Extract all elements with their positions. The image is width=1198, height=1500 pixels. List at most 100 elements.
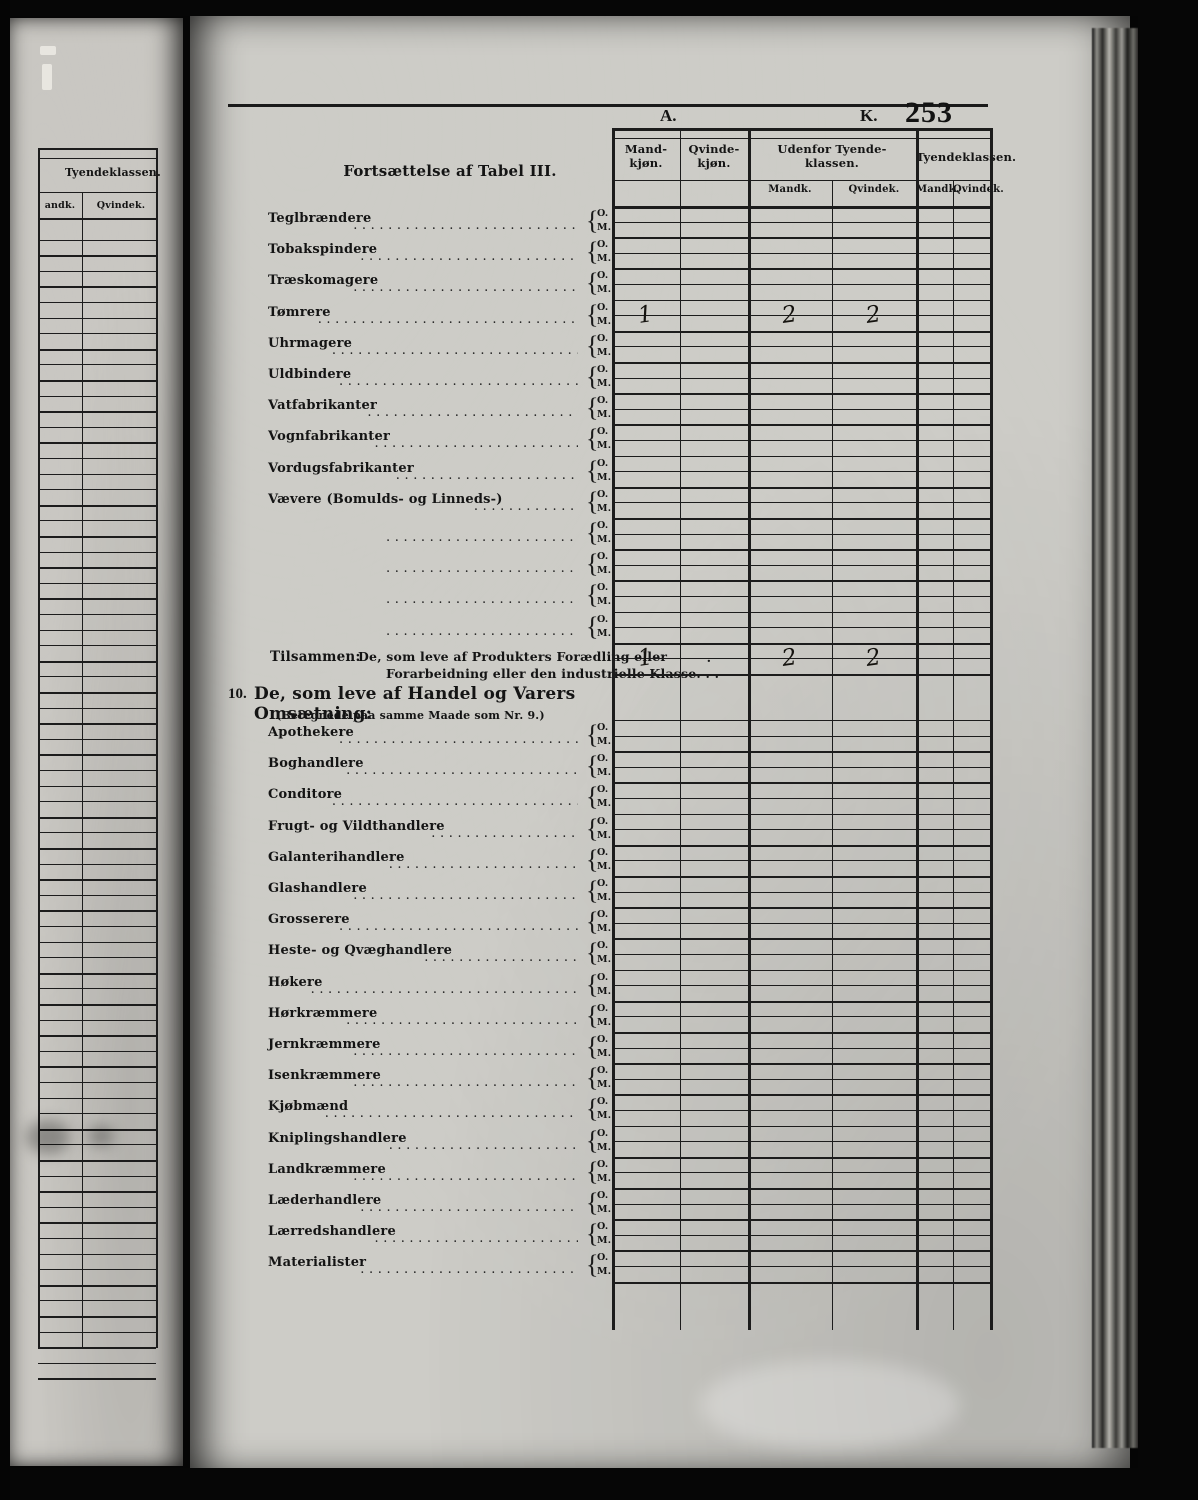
- left-fragment-horizontal-rule: [38, 692, 156, 694]
- table-subrow-rule: [612, 1078, 990, 1080]
- row-mark-upper: O.: [597, 722, 609, 733]
- left-fragment-horizontal-rule: [38, 239, 156, 241]
- table-row-rule: [612, 1250, 990, 1253]
- table-row-rule: [612, 1000, 990, 1003]
- table-row-rule: [612, 330, 990, 333]
- table-row-rule: [612, 486, 990, 489]
- left-fragment-vertical-rule: [156, 148, 159, 1348]
- table-row: Tømrere.................................…: [236, 300, 616, 331]
- table-row: Hørkræmmere.............................…: [236, 1001, 616, 1032]
- left-fragment-horizontal-rule: [38, 957, 156, 959]
- table-subrow-rule: [612, 346, 990, 348]
- table-row: Heste- og Qvæghandlere..................…: [236, 938, 616, 969]
- table-row-rule: [612, 1063, 990, 1066]
- table-row: Vognfabrikanter.........................…: [236, 424, 616, 455]
- table-row: ........................................…: [236, 612, 616, 643]
- row-mark-lower: M.: [597, 471, 612, 483]
- row-mark-upper: O.: [597, 488, 609, 500]
- occupation-label: Tømrere: [268, 304, 331, 320]
- table-row: Høkere..................................…: [236, 970, 616, 1001]
- row-mark-upper: O.: [597, 301, 609, 313]
- table-row: Lærredshandlere.........................…: [236, 1219, 616, 1250]
- occupation-label: Teglbrændere: [268, 211, 372, 226]
- table-subrow-rule: [612, 766, 990, 768]
- table-subrow-rule: [612, 440, 990, 441]
- header-group-udenfor-tyendeklassen: Udenfor Tyende-klassen.: [777, 142, 887, 171]
- brace-glyph: {: [586, 1250, 599, 1280]
- row-mark-upper: O.: [597, 753, 609, 765]
- brace-glyph: {: [586, 1032, 599, 1061]
- brace-glyph: {: [586, 813, 599, 843]
- left-fragment-horizontal-rule: [38, 1378, 156, 1381]
- left-fragment-sub-mandk: andk.: [44, 200, 76, 211]
- brace-glyph: {: [586, 969, 599, 999]
- table-subrow-rule: [612, 284, 990, 285]
- table-row: Jernkræmmere............................…: [236, 1032, 616, 1063]
- left-fragment-horizontal-rule: [38, 158, 156, 160]
- row-mark-lower: M.: [597, 829, 612, 841]
- brace-glyph: {: [586, 206, 599, 235]
- table-row-rule: [612, 642, 990, 645]
- brace-glyph: {: [586, 720, 599, 749]
- scan-artifact: [42, 64, 52, 90]
- row-mark-lower: M.: [597, 409, 612, 421]
- left-fragment-horizontal-rule: [38, 645, 156, 647]
- handwritten-entry: 2: [780, 643, 799, 672]
- occupation-label: Vævere (Bomulds- og Linneds-): [268, 491, 503, 507]
- row-mark-upper: O.: [597, 1002, 609, 1014]
- brace-glyph: {: [586, 876, 599, 905]
- table-row: Frugt- og Vildthandlere.................…: [236, 814, 616, 845]
- table-row: Kjøbmænd................................…: [236, 1094, 616, 1125]
- table-subrow-rule: [612, 1016, 990, 1018]
- occupation-label: Heste- og Qvæghandlere: [268, 943, 453, 959]
- left-fragment-horizontal-rule: [38, 255, 156, 258]
- row-mark-upper: O.: [597, 457, 609, 469]
- brace-glyph: {: [586, 1219, 599, 1249]
- table-row-rule: [612, 518, 990, 520]
- leader-dots: ........................................…: [353, 218, 578, 229]
- row-mark-upper: O.: [597, 1190, 609, 1201]
- table-row: Glashandlere............................…: [236, 876, 616, 907]
- table-row-rule: [612, 751, 990, 754]
- left-fragment-horizontal-rule: [38, 551, 156, 553]
- table-row-rule: [612, 1156, 990, 1159]
- left-fragment-horizontal-rule: [38, 536, 156, 538]
- table-row: Boghandlere.............................…: [236, 751, 616, 782]
- table-row-rule: [612, 938, 990, 941]
- row-mark-upper: O.: [597, 551, 609, 563]
- table-top-rule: [612, 128, 990, 131]
- left-fragment-horizontal-rule: [38, 941, 156, 944]
- scan-artifact: [40, 46, 56, 55]
- table-row-rule: [612, 1219, 990, 1222]
- row-mark-upper: O.: [597, 971, 609, 983]
- table-row: Apothekere..............................…: [236, 720, 616, 751]
- scan-border-left: [0, 0, 10, 1500]
- header-tyende-mandk: Mandk.: [916, 184, 960, 195]
- left-fragment-horizontal-rule: [38, 754, 156, 757]
- table-row-rule: [612, 580, 990, 583]
- leader-dots: ........................................…: [346, 1012, 578, 1024]
- left-fragment-horizontal-rule: [38, 270, 156, 272]
- brace-glyph: {: [586, 549, 599, 579]
- left-fragment-horizontal-rule: [38, 317, 156, 320]
- row-mark-upper: O.: [597, 940, 609, 952]
- table-row-rule: [612, 1094, 990, 1097]
- left-fragment-horizontal-rule: [38, 660, 156, 663]
- table-vertical-rule: [680, 128, 682, 1330]
- left-fragment-horizontal-rule: [38, 1238, 156, 1239]
- row-mark-lower: M.: [597, 315, 612, 327]
- table-row: Uldbindere..............................…: [236, 362, 616, 393]
- occupation-label: Kjøbmænd: [268, 1099, 349, 1115]
- leader-dots: ........................................…: [360, 249, 578, 261]
- left-fragment-horizontal-rule: [38, 1362, 156, 1364]
- leader-dots: ........................................…: [353, 888, 578, 899]
- table-row: Isenkræmmere............................…: [236, 1063, 616, 1094]
- left-fragment-horizontal-rule: [38, 192, 156, 194]
- left-fragment-horizontal-rule: [38, 1144, 156, 1146]
- row-mark-upper: O.: [597, 909, 609, 921]
- brace-glyph: {: [586, 518, 599, 547]
- table-subrow-rule: [612, 221, 990, 223]
- occupation-label: Træskomagere: [268, 273, 379, 289]
- left-fragment-horizontal-rule: [38, 598, 156, 601]
- leader-dots: ........................................…: [317, 311, 578, 323]
